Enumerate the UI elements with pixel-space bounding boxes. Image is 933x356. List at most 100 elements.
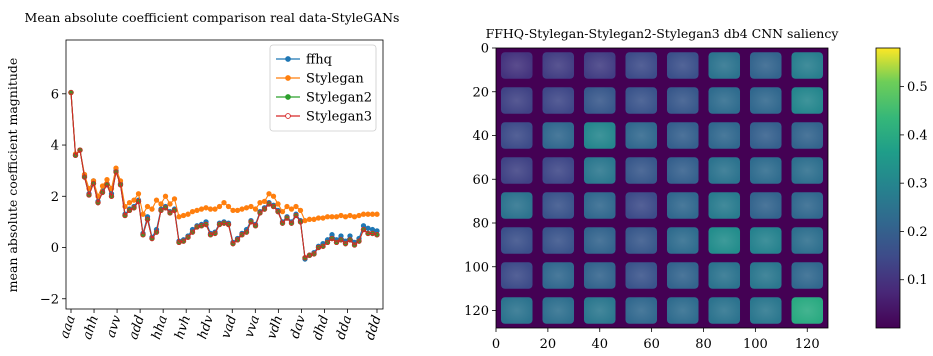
data-point — [230, 207, 236, 214]
data-point — [86, 192, 92, 198]
data-point — [212, 206, 218, 212]
heatmap-block-shade — [542, 262, 575, 289]
data-point — [122, 212, 128, 219]
data-point — [131, 197, 137, 203]
data-point — [167, 201, 173, 207]
data-point — [104, 182, 110, 188]
heatmap-block-shade — [791, 87, 824, 114]
heatmap-block-shade — [583, 52, 616, 79]
data-point — [329, 214, 335, 220]
data-point — [212, 230, 218, 237]
data-point — [351, 214, 358, 220]
series-stylegan3 — [68, 89, 380, 261]
heatmap-block-shade — [500, 192, 533, 219]
data-point — [239, 232, 245, 238]
x-tick-label: ddd — [363, 314, 385, 342]
colorbar-tick-label: 0.4 — [907, 128, 928, 143]
data-point — [284, 203, 290, 210]
x-tick-label: 120 — [795, 337, 820, 352]
data-point — [293, 203, 299, 210]
data-point — [144, 203, 151, 210]
data-point — [171, 196, 178, 202]
y-tick-label: 40 — [472, 129, 489, 144]
x-tick-label: dav — [288, 313, 310, 341]
heatmap-block-shade — [708, 192, 741, 219]
x-tick-label: 20 — [540, 337, 557, 352]
data-point — [153, 197, 160, 203]
data-point — [185, 211, 191, 217]
data-point — [144, 216, 151, 222]
heatmap-block-shade — [583, 157, 616, 184]
x-tick-label: 60 — [643, 337, 660, 352]
heatmap-block-shade — [625, 227, 658, 254]
heatmap-block-shade — [708, 87, 741, 114]
data-point — [81, 174, 88, 180]
heatmap-block-shade — [708, 122, 741, 149]
data-point — [68, 89, 74, 96]
heatmap-block-shade — [749, 192, 782, 219]
heatmap-block-shade — [749, 297, 782, 324]
heatmap-block-shade — [542, 192, 575, 219]
heatmap-block-shade — [749, 87, 782, 114]
line-chart: Mean absolute coefficient comparison rea… — [5, 10, 399, 342]
data-point — [171, 207, 178, 214]
data-point — [131, 205, 137, 211]
heatmap-block-shade — [666, 157, 699, 184]
data-point — [104, 176, 110, 183]
heatmap-block-shade — [500, 262, 533, 289]
heatmap-block-shade — [708, 297, 741, 324]
colorbar-tick-label: 0.2 — [907, 225, 928, 240]
data-point — [203, 205, 209, 211]
data-point — [99, 183, 106, 189]
legend-box — [269, 44, 377, 132]
heatmap-block-shade — [666, 227, 699, 254]
heatmap-colorbar: 0.1 0.2 0.3 0.4 0.5 — [875, 47, 928, 329]
heatmap-block-shade — [625, 297, 658, 324]
x-tick-label: 0 — [492, 337, 500, 352]
data-point — [248, 219, 254, 225]
heatmap-chart: FFHQ-Stylegan-Stylegan2-Stylegan3 db4 CN… — [464, 26, 928, 352]
colorbar-gradient — [875, 47, 901, 329]
data-point — [279, 220, 286, 226]
y-tick-label: 0 — [51, 241, 59, 256]
data-point — [140, 232, 146, 238]
heatmap-block-shade — [791, 122, 824, 149]
heatmap-block-shade — [583, 192, 616, 219]
heatmap-block-shade — [666, 122, 699, 149]
data-point — [180, 212, 187, 219]
heatmap-block-shade — [749, 52, 782, 79]
data-point — [320, 215, 326, 221]
colorbar-tick-label: 0.1 — [907, 273, 928, 288]
data-point — [126, 207, 133, 214]
heatmap-block-shade — [500, 297, 533, 324]
data-point — [90, 180, 97, 187]
data-point — [270, 203, 277, 210]
y-tick-label: −2 — [40, 292, 59, 307]
heatmap-block-shade — [791, 52, 824, 79]
data-point — [261, 198, 268, 205]
data-point — [153, 229, 160, 235]
y-tick-label: 120 — [464, 304, 489, 319]
heatmap-block-shade — [666, 262, 699, 289]
data-point — [338, 212, 344, 219]
heatmap-block-shade — [583, 122, 616, 149]
legend-item: Stylegan2 — [276, 91, 372, 106]
heatmap-block-shade — [625, 52, 658, 79]
heatmap-block-shade — [542, 122, 575, 149]
data-point — [113, 169, 119, 175]
data-point — [167, 210, 173, 216]
data-point — [266, 201, 272, 207]
heatmap-frame — [495, 47, 829, 329]
data-point — [351, 242, 358, 248]
data-point — [225, 221, 232, 228]
data-point — [162, 193, 169, 199]
data-point — [149, 206, 155, 212]
heatmap-block-shade — [500, 227, 533, 254]
data-point — [203, 221, 209, 228]
legend-item: Stylegan3 — [276, 110, 372, 125]
data-point — [126, 200, 133, 206]
data-point — [306, 216, 313, 222]
heatmap-block-shade — [583, 262, 616, 289]
data-point — [95, 200, 101, 206]
data-point — [216, 203, 223, 210]
